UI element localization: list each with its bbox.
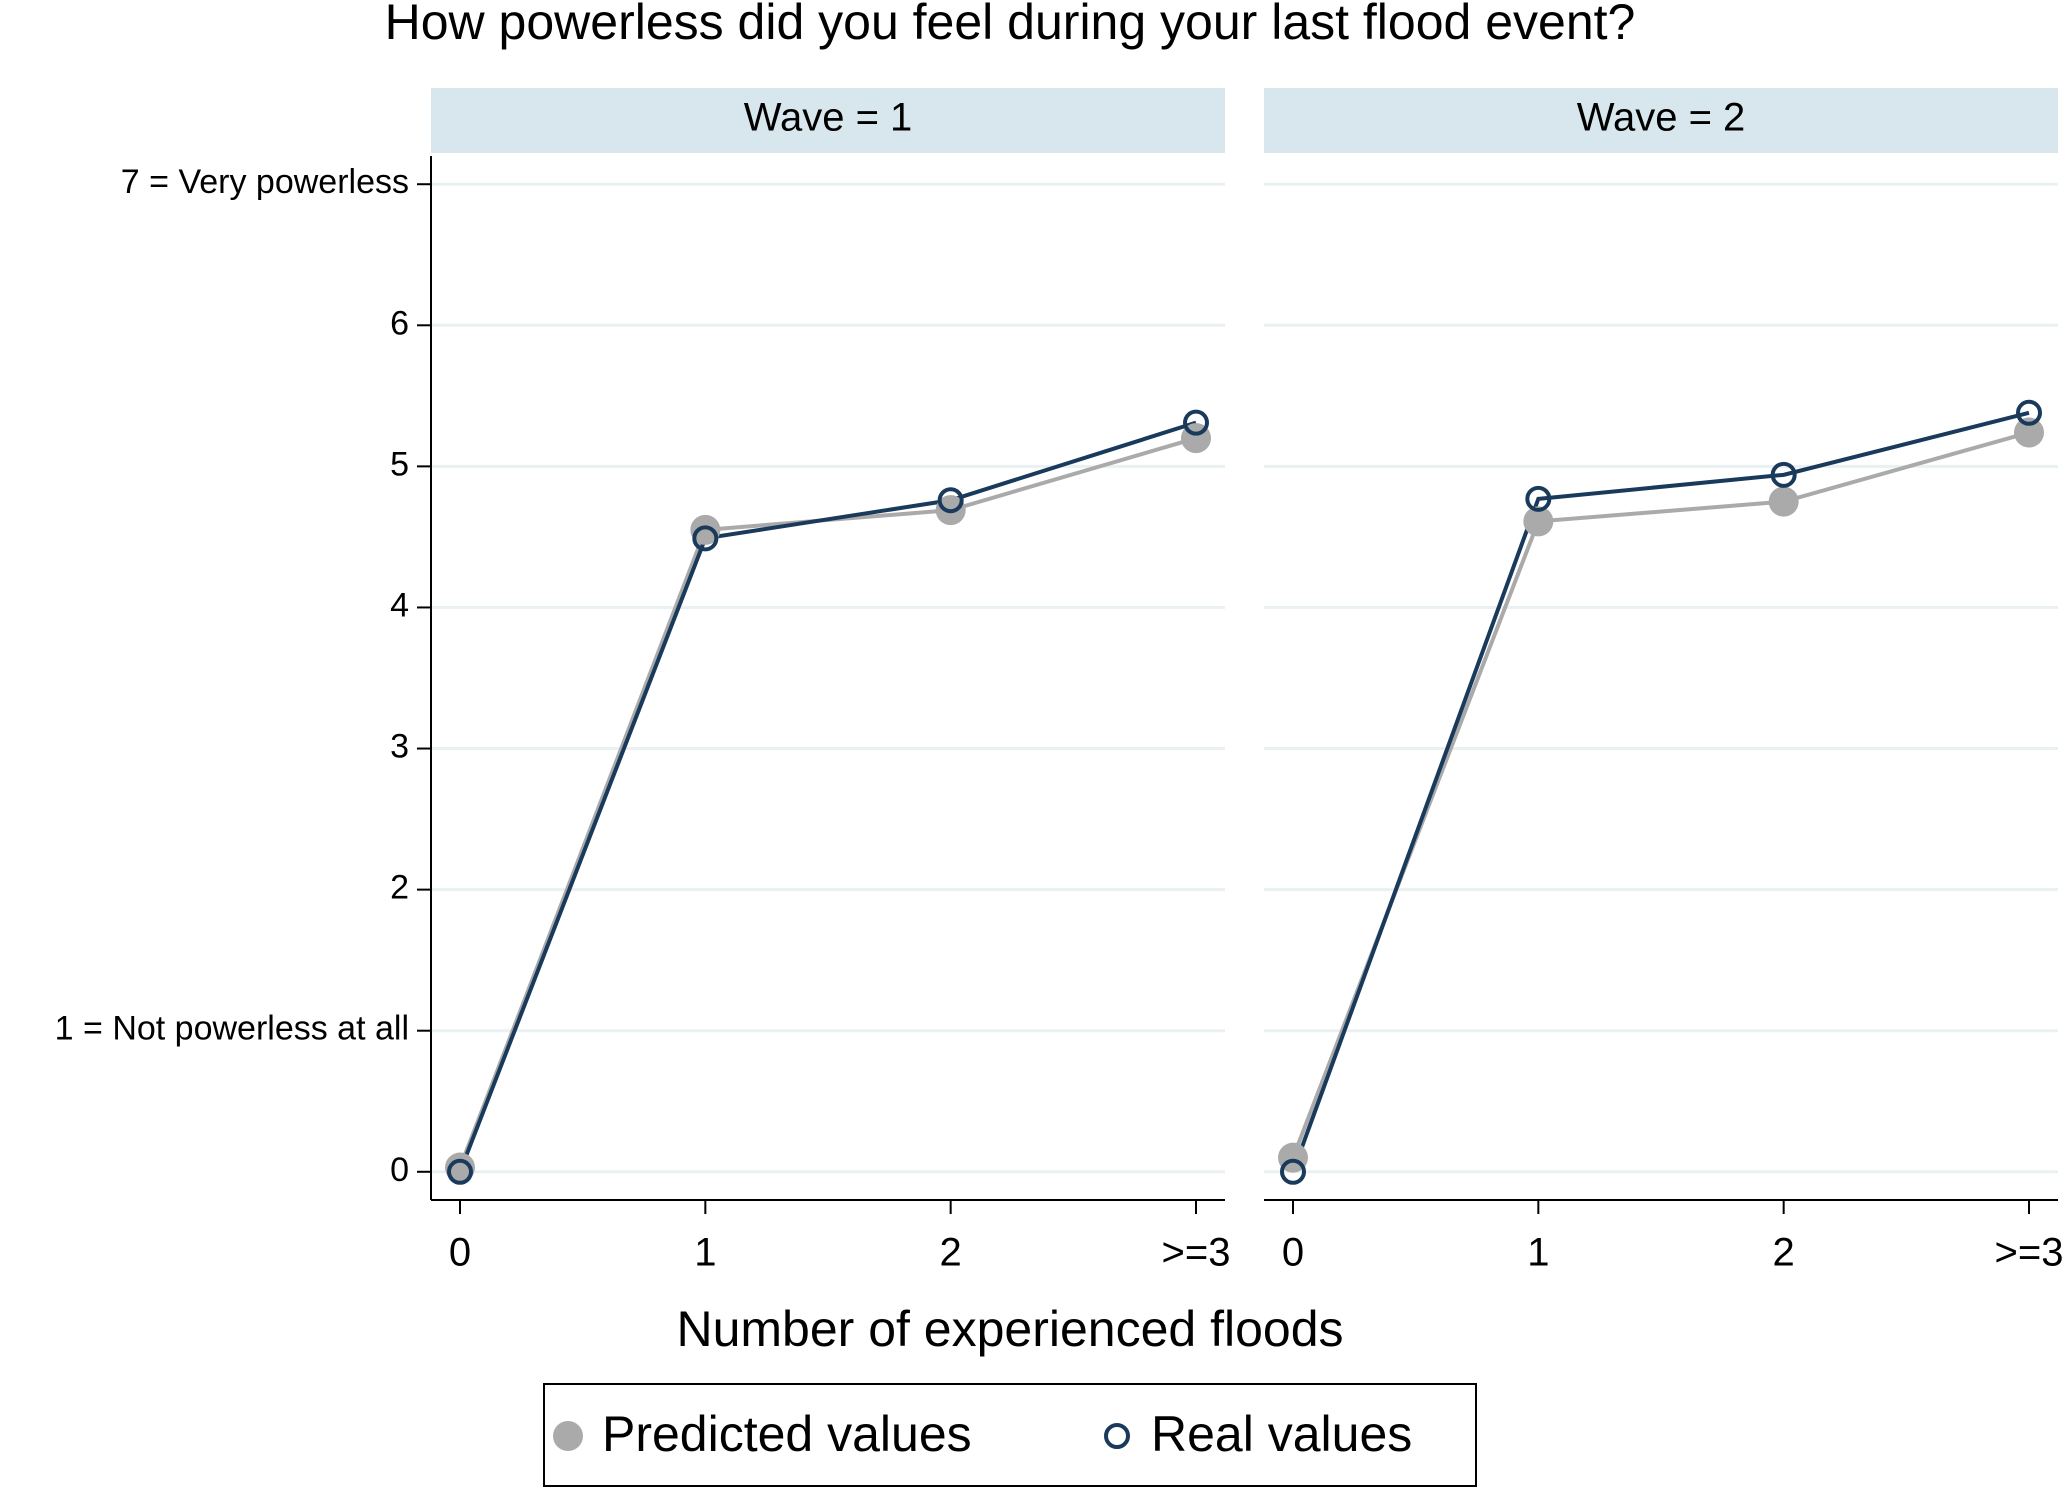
point bbox=[1104, 1423, 1130, 1449]
point bbox=[2016, 399, 2042, 426]
x-tick-label: >=3 bbox=[1162, 1231, 1231, 1275]
point bbox=[1280, 1158, 1306, 1185]
x-tick-label: 2 bbox=[940, 1231, 962, 1275]
x-axis-label: Number of experienced floods bbox=[676, 1301, 1343, 1357]
point bbox=[445, 1152, 475, 1183]
x-tick-label: 2 bbox=[1773, 1231, 1795, 1275]
y-tick-label: 5 bbox=[390, 445, 409, 483]
x-tick-label: >=3 bbox=[1995, 1231, 2064, 1275]
point bbox=[1525, 485, 1552, 512]
panel-header bbox=[431, 88, 1225, 153]
point bbox=[553, 1421, 583, 1451]
x-tick-label: 1 bbox=[1527, 1231, 1549, 1275]
y-tick-label: 3 bbox=[390, 728, 409, 766]
legend-label: Predicted values bbox=[602, 1406, 972, 1462]
y-tick-label: 7 = Very powerless bbox=[121, 163, 409, 201]
x-tick-label: 0 bbox=[449, 1231, 471, 1275]
panel-header bbox=[1264, 88, 2058, 153]
point bbox=[1523, 506, 1554, 537]
series-line bbox=[1291, 430, 2030, 1159]
series-line bbox=[1291, 410, 2030, 1173]
point bbox=[1770, 461, 1797, 488]
point bbox=[690, 514, 721, 545]
legend-box bbox=[543, 1383, 1477, 1487]
point bbox=[2014, 417, 2044, 448]
y-tick-label: 2 bbox=[390, 869, 409, 907]
x-tick-label: 0 bbox=[1282, 1231, 1304, 1275]
y-tick-label: 1 = Not powerless at all bbox=[55, 1010, 409, 1048]
point bbox=[447, 1158, 473, 1185]
legend-label: Real values bbox=[1151, 1406, 1412, 1462]
y-tick-label: 4 bbox=[390, 586, 409, 624]
y-tick-label: 0 bbox=[390, 1151, 409, 1189]
series-line bbox=[458, 436, 1197, 1169]
chart-title: How powerless did you feel during your l… bbox=[385, 0, 1636, 50]
panel-title: Wave = 2 bbox=[1577, 96, 1746, 140]
point bbox=[1768, 486, 1799, 517]
point bbox=[1183, 409, 1209, 436]
point bbox=[937, 487, 964, 514]
point bbox=[692, 525, 719, 552]
series-line bbox=[458, 420, 1197, 1173]
y-tick-label: 6 bbox=[390, 304, 409, 342]
panel-title: Wave = 1 bbox=[744, 96, 913, 140]
x-tick-label: 1 bbox=[694, 1231, 716, 1275]
